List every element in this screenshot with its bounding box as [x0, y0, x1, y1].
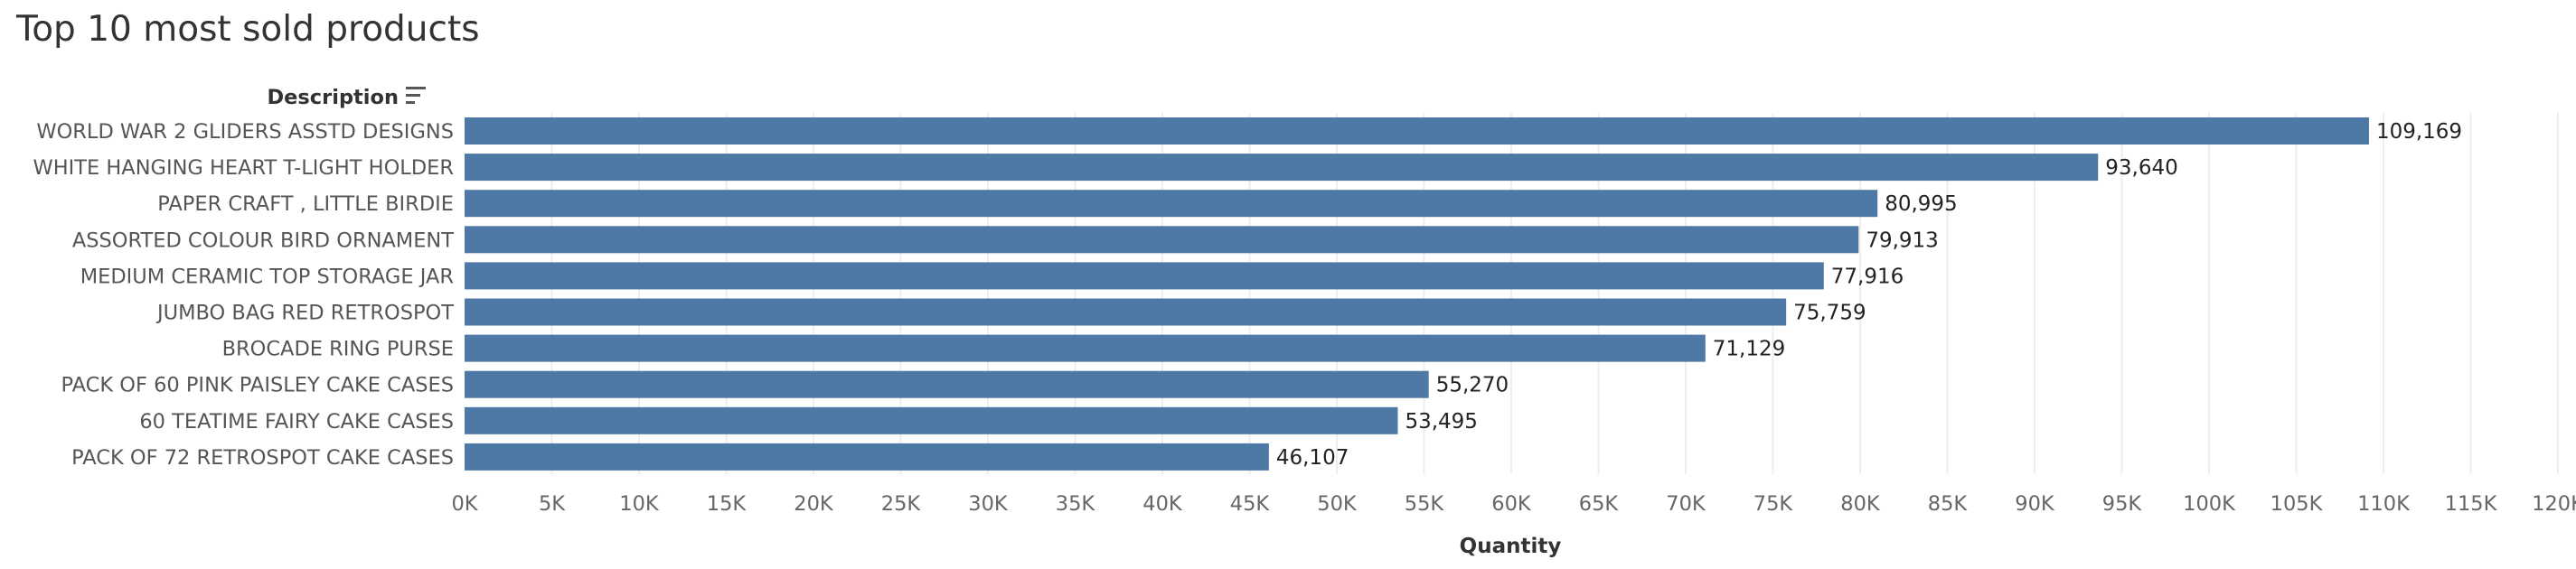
- category-label: WHITE HANGING HEART T-LIGHT HOLDER: [33, 156, 454, 180]
- x-tick-label: 110K: [2357, 492, 2411, 516]
- data-label: 93,640: [2105, 156, 2177, 180]
- x-tick-label: 50K: [1317, 492, 1358, 516]
- data-label: 80,995: [1885, 192, 1957, 216]
- bar[interactable]: [465, 154, 2099, 182]
- x-tick-label: 20K: [794, 492, 834, 516]
- x-tick-label: 105K: [2270, 492, 2324, 516]
- bar[interactable]: [465, 370, 1429, 398]
- x-tick-label: 45K: [1230, 492, 1271, 516]
- bar[interactable]: [465, 334, 1706, 362]
- data-label: 71,129: [1713, 338, 1785, 361]
- x-tick-label: 75K: [1753, 492, 1794, 516]
- category-label: PACK OF 60 PINK PAISLEY CAKE CASES: [61, 374, 454, 397]
- x-tick-label: 100K: [2183, 492, 2236, 516]
- bars: [465, 117, 2369, 471]
- data-label: 77,916: [1831, 265, 1904, 288]
- x-tick-label: 85K: [1928, 492, 1969, 516]
- x-tick-label: 15K: [707, 492, 747, 516]
- category-labels: WORLD WAR 2 GLIDERS ASSTD DESIGNS WHITE H…: [33, 120, 454, 470]
- x-axis-title: Quantity: [1460, 535, 1562, 558]
- category-label: PACK OF 72 RETROSPOT CAKE CASES: [71, 446, 454, 470]
- x-tick-label: 10K: [619, 492, 660, 516]
- x-tick-label: 95K: [2102, 492, 2143, 516]
- category-label: MEDIUM CERAMIC TOP STORAGE JAR: [80, 265, 454, 288]
- x-tick-label: 0K: [451, 492, 478, 516]
- bar[interactable]: [465, 262, 1824, 290]
- category-label: PAPER CRAFT , LITTLE BIRDIE: [157, 192, 454, 216]
- x-tick-label: 35K: [1056, 492, 1096, 516]
- bar[interactable]: [465, 117, 2369, 145]
- x-tick-label: 60K: [1491, 492, 1532, 516]
- data-label: 55,270: [1436, 374, 1509, 397]
- x-tick-label: 55K: [1405, 492, 1445, 516]
- data-label: 53,495: [1405, 410, 1477, 434]
- data-label: 79,913: [1866, 229, 1938, 252]
- x-tick-label: 30K: [968, 492, 1009, 516]
- x-tick-label: 70K: [1666, 492, 1706, 516]
- x-tick-label: 65K: [1579, 492, 1620, 516]
- x-tick-label: 120K: [2532, 492, 2576, 516]
- category-label: ASSORTED COLOUR BIRD ORNAMENT: [72, 229, 454, 252]
- bar[interactable]: [465, 406, 1398, 434]
- x-axis-ticks: 0K 5K 10K 15K 20K 25K 30K 35K 40K 45K 50K 55K 60K 65K…: [451, 492, 2576, 516]
- x-tick-label: 25K: [881, 492, 922, 516]
- bar[interactable]: [465, 226, 1859, 254]
- x-tick-label: 115K: [2445, 492, 2498, 516]
- category-label: JUMBO BAG RED RETROSPOT: [155, 302, 454, 325]
- sort-icon[interactable]: [406, 87, 426, 104]
- row-header-description[interactable]: Description: [267, 86, 399, 109]
- data-label: 75,759: [1793, 302, 1866, 325]
- category-label: 60 TEATIME FAIRY CAKE CASES: [139, 410, 454, 434]
- chart-title: Top 10 most sold products: [16, 9, 480, 50]
- category-label: BROCADE RING PURSE: [222, 338, 454, 361]
- value-labels: 109,169 93,640 80,995 79,913 77,916 75,759 71,…: [1276, 120, 2462, 470]
- bar[interactable]: [465, 443, 1269, 471]
- data-label: 109,169: [2376, 120, 2462, 144]
- data-label: 46,107: [1276, 446, 1349, 470]
- x-tick-label: 5K: [539, 492, 566, 516]
- bar[interactable]: [465, 298, 1787, 326]
- category-label: WORLD WAR 2 GLIDERS ASSTD DESIGNS: [36, 120, 454, 144]
- x-tick-label: 40K: [1142, 492, 1183, 516]
- bar[interactable]: [465, 190, 1878, 218]
- x-tick-label: 90K: [2015, 492, 2055, 516]
- x-tick-label: 80K: [1840, 492, 1881, 516]
